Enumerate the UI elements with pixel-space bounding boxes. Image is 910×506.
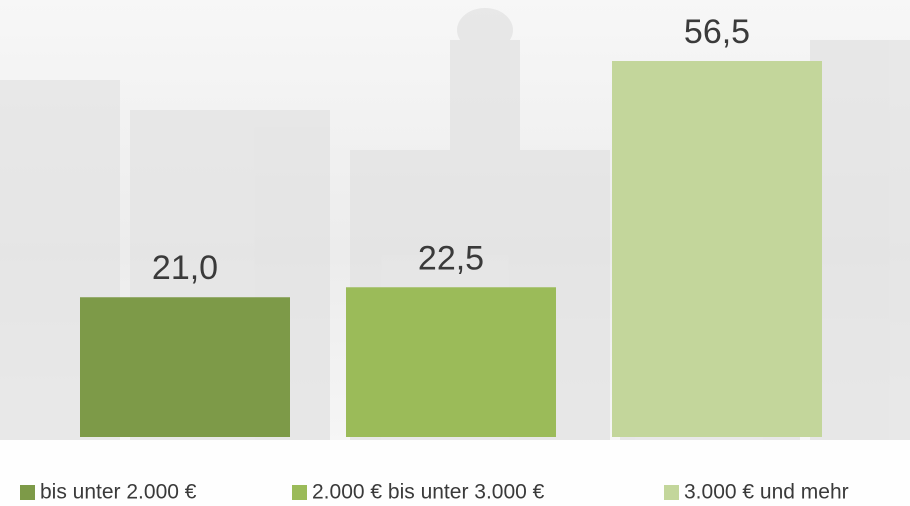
- legend-backdrop: [0, 440, 910, 506]
- legend-swatch: [292, 485, 307, 500]
- legend-swatch: [664, 485, 679, 500]
- bar: [346, 287, 556, 437]
- legend-label: 3.000 € und mehr: [684, 481, 849, 504]
- legend-label: 2.000 € bis unter 3.000 €: [312, 481, 545, 504]
- legend-label: bis unter 2.000 €: [40, 481, 197, 504]
- value-label: 56,5: [684, 13, 750, 51]
- value-label: 22,5: [418, 239, 484, 277]
- value-label: 21,0: [152, 249, 218, 287]
- legend-swatch: [20, 485, 35, 500]
- bar: [80, 297, 290, 437]
- bar: [612, 61, 822, 437]
